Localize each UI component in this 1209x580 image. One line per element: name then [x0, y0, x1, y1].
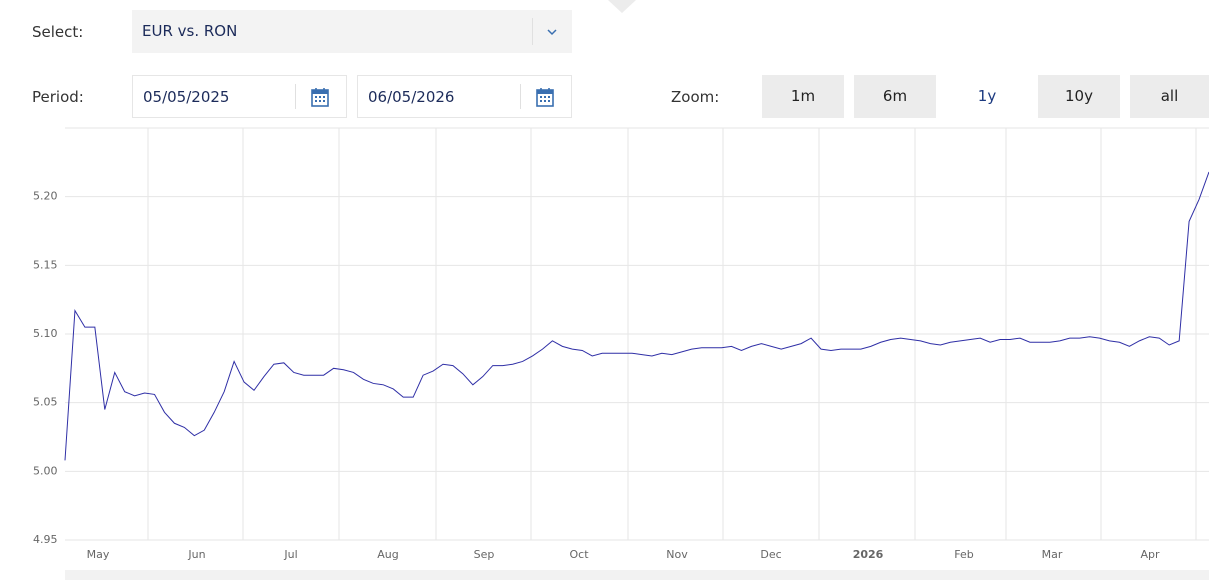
y-tick-label: 5.20: [33, 190, 58, 203]
x-tick-label: Nov: [666, 548, 688, 561]
pair-dropdown[interactable]: EUR vs. RON: [132, 10, 572, 53]
separator: [532, 18, 533, 45]
zoom-label: Zoom:: [671, 88, 720, 106]
date-from-value: 05/05/2025: [143, 88, 230, 106]
dropdown-value: EUR vs. RON: [142, 22, 238, 40]
chevron-icon: [547, 29, 557, 36]
y-tick-label: 5.10: [33, 327, 58, 340]
x-tick-label: 2026: [853, 548, 884, 561]
date-from[interactable]: 05/05/2025: [132, 75, 347, 118]
x-tick-label: Feb: [954, 548, 973, 561]
pointer: [608, 0, 636, 13]
select-label: Select:: [32, 23, 84, 41]
x-tick-label: Aug: [377, 548, 398, 561]
y-tick-label: 5.00: [33, 464, 58, 477]
zoom-button[interactable]: 6m: [854, 75, 936, 118]
date-to[interactable]: 06/05/2026: [357, 75, 572, 118]
date-to-value: 06/05/2026: [368, 88, 455, 106]
y-tick-label: 5.05: [33, 396, 58, 409]
x-tick-label: Dec: [760, 548, 781, 561]
calendar-icon: [311, 88, 329, 107]
price-line: [64, 171, 1209, 461]
x-tick-label: May: [87, 548, 110, 561]
period-label: Period:: [32, 88, 84, 106]
y-tick-label: 4.95: [33, 533, 58, 546]
calendar-icon: [536, 88, 554, 107]
separator: [295, 84, 296, 109]
zoom-button[interactable]: 1y: [977, 87, 997, 105]
zoom-button[interactable]: 10y: [1038, 75, 1120, 118]
x-tick-label: Jun: [187, 548, 205, 561]
x-tick-label: Mar: [1042, 548, 1063, 561]
separator: [520, 84, 521, 109]
x-tick-label: Sep: [474, 548, 495, 561]
zoom-button[interactable]: 1m: [762, 75, 844, 118]
y-tick-label: 5.15: [33, 258, 58, 271]
navigator-bar: [65, 570, 1209, 580]
x-tick-label: Apr: [1140, 548, 1160, 561]
x-tick-label: Jul: [283, 548, 297, 561]
zoom-button[interactable]: all: [1130, 75, 1209, 118]
x-tick-label: Oct: [569, 548, 589, 561]
